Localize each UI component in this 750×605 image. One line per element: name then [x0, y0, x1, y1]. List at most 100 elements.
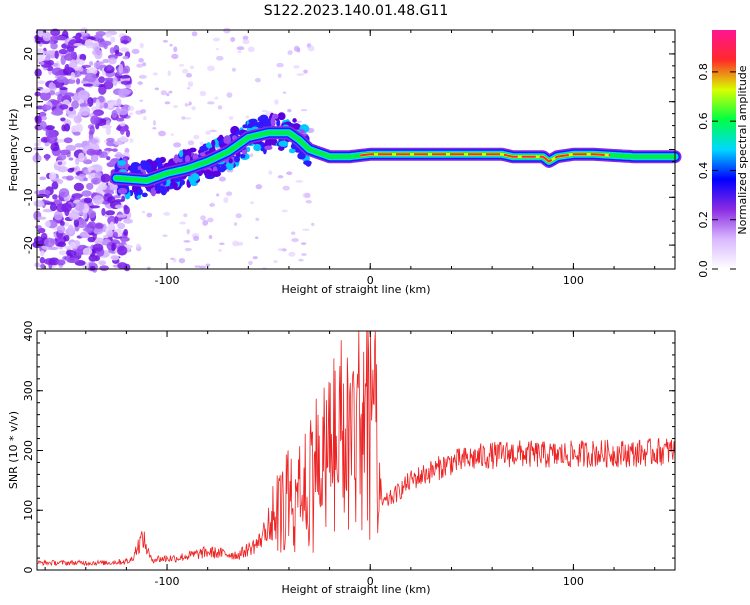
spectrogram-noise-blob — [298, 258, 304, 262]
spectrogram-noise-blob — [268, 170, 273, 175]
figure-title: S122.2023.140.01.48.G11 — [264, 3, 449, 19]
spectrogram-noise-blob — [114, 154, 126, 158]
spectrogram-noise-blob — [48, 172, 57, 180]
spectrogram-noise-blob — [255, 217, 260, 221]
spectrogram-noise-blob — [81, 190, 92, 197]
spectrogram-noise-blob — [103, 102, 109, 109]
spectrogram-noise-blob — [37, 216, 47, 220]
spectrogram-noise-blob — [43, 258, 56, 265]
spectrogram-noise-blob — [75, 78, 81, 85]
spectrogram-noise-blob — [162, 39, 168, 43]
spectrogram-noise-blob — [277, 248, 285, 251]
spectrogram-noise-blob — [68, 106, 74, 112]
spectrogram-noise-blob — [209, 129, 218, 133]
spectrogram-noise-blob — [109, 221, 115, 230]
spectrogram-noise-blob — [248, 260, 253, 266]
spectrogram-noise-blob — [167, 70, 172, 77]
spectrogram-noise-blob — [79, 103, 90, 107]
spectrogram-noise-blob — [82, 140, 88, 147]
spectrogram-noise-blob — [58, 250, 67, 256]
spectrogram-noise-blob — [199, 90, 207, 97]
spectrogram-noise-blob — [53, 210, 63, 221]
spectrogram-noise-blob — [143, 116, 147, 121]
spectrogram-noise-blob — [152, 72, 158, 76]
spectrogram-noise-blob — [216, 55, 224, 61]
spectrogram-noise-blob — [66, 78, 76, 84]
spectrogram-ridge-blob — [184, 155, 191, 163]
spectrogram-noise-blob — [67, 224, 74, 235]
spectrogram-noise-blob — [154, 87, 159, 91]
spectrogram-noise-blob — [129, 138, 134, 144]
spectrogram-noise-blob — [76, 59, 85, 65]
spectrogram-ridge-blob — [211, 170, 222, 178]
spectrogram-noise-blob — [140, 109, 147, 114]
spectrogram-noise-blob — [105, 79, 115, 83]
spectrogram-noise-blob — [202, 219, 209, 226]
spectrogram-noise-blob — [186, 228, 191, 235]
spectrogram-noise-blob — [223, 196, 229, 203]
spectrogram-noise-blob — [187, 140, 195, 146]
spectrogram-ridge-blob — [277, 146, 285, 151]
spectrogram-ridge-blob — [155, 157, 162, 163]
spectrogram-noise-blob — [158, 130, 166, 137]
spectrogram-noise-blob — [261, 109, 268, 113]
spectrogram-ridge-blob — [211, 139, 216, 147]
spectrogram-noise-blob — [169, 43, 173, 47]
spectrogram-noise-blob — [162, 234, 168, 237]
spectrogram-noise-blob — [48, 82, 56, 90]
spectrogram-noise-blob — [119, 75, 130, 79]
spectrogram-noise-blob — [58, 48, 68, 55]
spectrogram-noise-blob — [131, 48, 140, 55]
spectrogram-noise-blob — [34, 115, 42, 124]
colorbar-gradient — [712, 30, 736, 269]
colorbar-tick-label: 0.0 — [697, 260, 710, 278]
snr-xtick-label: 100 — [563, 575, 584, 588]
spectrogram-noise-blob — [125, 129, 131, 138]
spectrogram-noise-blob — [249, 201, 254, 205]
spectrogram-noise-blob — [53, 178, 61, 182]
spectrogram-noise-blob — [63, 197, 70, 202]
spectrogram-noise-blob — [84, 39, 94, 49]
spectrogram-noise-blob — [101, 124, 112, 129]
spectrogram-noise-blob — [78, 66, 84, 72]
spectrogram-noise-blob — [121, 237, 127, 244]
spectrogram-noise-blob — [120, 80, 132, 85]
colorbar-tick-label: 0.4 — [697, 162, 710, 180]
spectrogram-noise-blob — [37, 80, 45, 85]
spectrogram-noise-blob — [160, 90, 167, 96]
spectrogram-noise-blob — [58, 188, 70, 198]
spectrogram-noise-blob — [63, 137, 73, 144]
snr-ytick-label: 400 — [22, 321, 35, 342]
spectrogram-noise-blob — [118, 63, 124, 74]
spectrogram-noise-blob — [91, 42, 101, 51]
spectrogram-noise-blob — [69, 241, 77, 249]
spectrogram-noise-blob — [79, 231, 91, 239]
snr-ytick-label: 0 — [22, 567, 35, 574]
spectrogram-noise-blob — [205, 130, 211, 135]
spectrogram-noise-blob — [34, 91, 42, 97]
spectrogram-noise-blob — [64, 234, 70, 242]
spectrogram-noise-blob — [59, 220, 65, 227]
spectrogram-noise-blob — [103, 80, 114, 90]
spectrogram-noise-blob — [123, 228, 129, 236]
spectrogram-noise-blob — [60, 117, 66, 122]
spectrogram-ridge-blob — [297, 152, 306, 160]
spectrogram-ytick-label: 0 — [22, 146, 35, 153]
spectrogram-noise-blob — [74, 157, 80, 166]
spectrogram-ridge-blob — [240, 153, 246, 159]
spectrogram-noise-blob — [110, 36, 116, 43]
spectrogram-ridge-blob — [226, 161, 234, 171]
spectrogram-noise-blob — [304, 192, 311, 198]
spectrogram-noise-blob — [105, 119, 111, 126]
snr-ylabel: SNR (10 * v/v) — [7, 411, 20, 489]
spectrogram-noise-blob — [66, 175, 74, 181]
spectrogram-noise-blob — [74, 175, 82, 180]
spectrogram-noise-blob — [68, 211, 80, 221]
spectrogram-noise-blob — [205, 263, 211, 267]
colorbar-label: Normalized spectral amplitude — [736, 65, 749, 234]
spectrogram-noise-blob — [199, 141, 204, 146]
spectrogram-noise-blob — [73, 182, 85, 192]
spectrogram-noise-blob — [231, 67, 237, 72]
spectrogram-noise-blob — [111, 109, 118, 119]
spectrogram-noise-blob — [86, 182, 94, 190]
